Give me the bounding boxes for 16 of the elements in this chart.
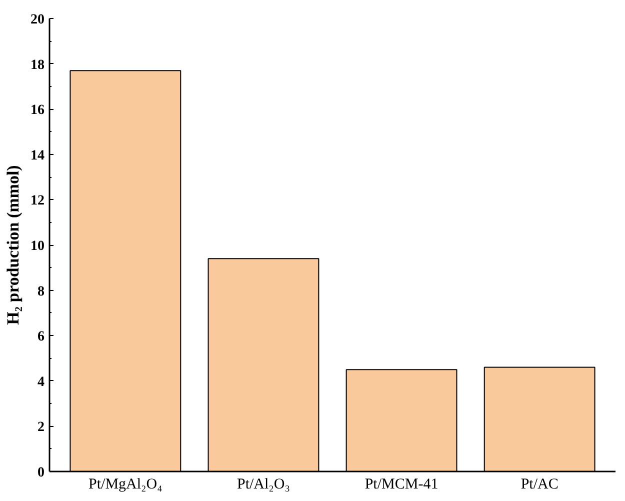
y-axis-title: H₂ production (mmol) (4, 165, 22, 325)
y-tick-label: 18 (30, 58, 44, 73)
y-tick-label: 12 (30, 194, 44, 209)
y-tick-label: 20 (30, 12, 44, 28)
y-tick-label: 2 (38, 420, 44, 436)
y-tick-label: 6 (38, 330, 44, 345)
y-tick-label: 8 (38, 284, 44, 300)
y-tick-label: 4 (38, 374, 44, 390)
x-tick-label: Pt/AC (520, 476, 558, 492)
y-tick-label: 14 (30, 148, 44, 164)
y-tick-label: 16 (30, 103, 44, 118)
x-tick-label: Pt/MCM-41 (364, 476, 438, 492)
x-tick-label: Pt/Al₂O₃ (236, 476, 290, 492)
y-tick-label: 10 (30, 239, 44, 254)
y-tick-label: 0 (38, 466, 44, 480)
x-tick-label: Pt/MgAl₂O₄ (88, 476, 162, 492)
